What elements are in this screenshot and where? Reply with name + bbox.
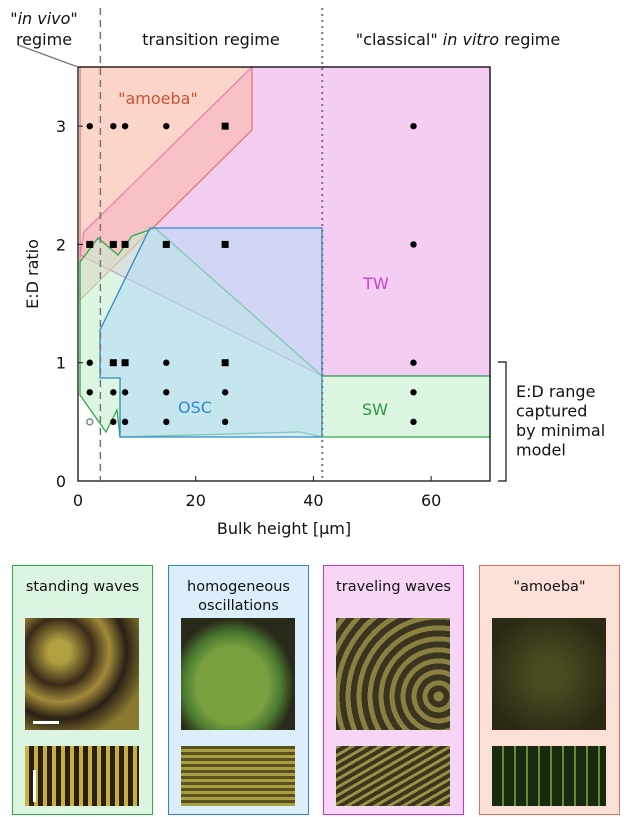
region-label: SW	[362, 400, 388, 419]
panel-title: homogeneous oscillations	[187, 579, 290, 614]
bracket-label-line: by minimal	[516, 421, 605, 440]
micrograph	[181, 618, 295, 730]
osc-region	[99, 227, 323, 438]
data-point	[121, 389, 129, 396]
data-point	[221, 389, 229, 396]
panel: "amoeba"	[479, 565, 620, 815]
panel: traveling waves	[323, 565, 464, 815]
kymograph	[25, 746, 139, 806]
data-point	[86, 122, 93, 130]
data-point	[410, 418, 417, 426]
data-point	[410, 359, 417, 366]
y-tick-label: 0	[56, 472, 66, 491]
region-label: OSC	[178, 398, 212, 417]
y-tick-label: 3	[56, 117, 66, 136]
kymograph	[336, 746, 450, 806]
data-point	[163, 359, 170, 366]
data-point	[121, 418, 129, 426]
panel: homogeneous oscillations	[168, 565, 309, 815]
data-point	[86, 240, 94, 248]
y-axis-label: E:D ratio	[23, 239, 42, 309]
regime-label: "in vivo"	[10, 9, 78, 28]
data-point	[163, 418, 170, 426]
micrograph	[336, 618, 450, 730]
data-point	[121, 122, 129, 130]
x-tick-label: 0	[73, 491, 83, 510]
regime-label: "classical" in vitro regime	[356, 30, 560, 49]
scale-bar	[33, 770, 36, 802]
pointer-line	[17, 44, 79, 68]
regime-label: transition regime	[142, 30, 279, 49]
data-point	[410, 122, 417, 130]
regime-label: regime	[16, 30, 72, 49]
data-point	[221, 418, 229, 426]
y-tick-label: 2	[56, 235, 66, 254]
panel-title: "amoeba"	[513, 579, 586, 595]
data-point	[163, 389, 170, 396]
bracket	[498, 361, 507, 482]
data-point	[109, 359, 117, 367]
data-point	[110, 418, 117, 426]
data-point	[410, 241, 417, 248]
data-point	[86, 418, 94, 426]
data-point	[109, 240, 117, 248]
data-point	[110, 389, 117, 396]
x-axis-label: Bulk height [μm]	[217, 519, 351, 538]
region-label: TW	[362, 274, 389, 293]
bracket-label-line: model	[516, 441, 566, 460]
region-label: "amoeba"	[118, 89, 198, 108]
chart: "in vivo" regime transition regime "clas…	[10, 8, 605, 538]
x-tick-label: 60	[421, 491, 441, 510]
data-point	[410, 389, 417, 396]
data-point	[162, 240, 170, 248]
x-tick-label: 40	[303, 491, 323, 510]
data-point	[163, 122, 170, 130]
data-point	[221, 122, 229, 130]
bracket-label-line: E:D range	[516, 382, 595, 401]
panel-title: standing waves	[25, 579, 140, 595]
data-point	[110, 122, 117, 130]
data-point	[221, 359, 229, 367]
data-point	[86, 389, 93, 396]
kymograph	[492, 746, 606, 806]
plot-frame	[77, 66, 491, 482]
panel-title: traveling waves	[336, 579, 451, 595]
bracket-label-line: captured	[516, 402, 587, 421]
x-tick-label: 20	[186, 491, 206, 510]
micrograph	[492, 618, 606, 730]
data-point	[121, 240, 129, 248]
data-point	[221, 240, 229, 248]
scale-bar	[33, 721, 59, 724]
panel: standing waves	[12, 565, 153, 815]
data-point	[121, 359, 129, 367]
kymograph	[181, 746, 295, 806]
y-tick-label: 1	[56, 354, 66, 373]
micrograph	[25, 618, 139, 730]
regions	[79, 66, 491, 438]
data-point	[86, 359, 93, 366]
